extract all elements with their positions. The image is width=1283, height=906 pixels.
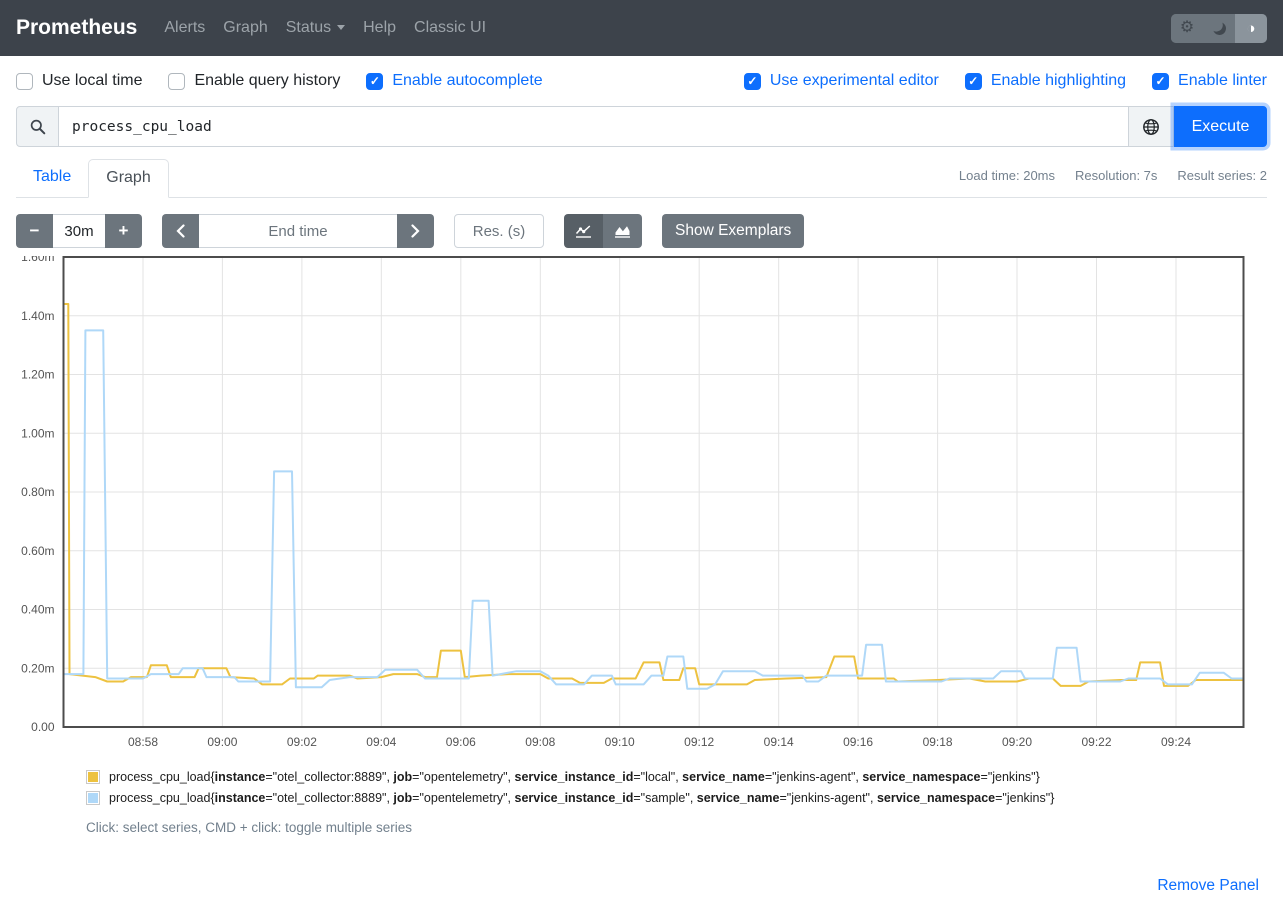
stacked-chart-button[interactable] — [603, 214, 642, 248]
chevron-right-icon — [411, 224, 420, 238]
svg-text:0.00: 0.00 — [31, 720, 55, 734]
range-group: − + — [16, 214, 142, 248]
checkbox-enable-highlighting[interactable]: ✓Enable highlighting — [965, 72, 1126, 90]
search-icon — [30, 119, 46, 135]
panel-tabs: TableGraph — [16, 159, 169, 197]
svg-text:09:04: 09:04 — [366, 735, 396, 749]
stacked-chart-icon — [614, 224, 631, 238]
gear-icon: ⚙ — [1180, 20, 1194, 36]
execute-button[interactable]: Execute — [1174, 106, 1267, 147]
theme-light-button[interactable]: ⚙ — [1171, 14, 1203, 43]
svg-text:09:24: 09:24 — [1161, 735, 1191, 749]
legend-hint: Click: select series, CMD + click: toggl… — [86, 820, 1267, 835]
search-addon — [16, 106, 59, 147]
series-swatch-icon — [86, 770, 100, 784]
checkbox-use-local-time[interactable]: Use local time — [16, 72, 142, 90]
svg-text:09:02: 09:02 — [287, 735, 317, 749]
resolution-input[interactable] — [454, 214, 544, 248]
line-chart-icon — [575, 224, 592, 238]
tab-graph[interactable]: Graph — [88, 159, 168, 198]
chevron-left-icon — [176, 224, 185, 238]
nav-item-classic-ui[interactable]: Classic UI — [405, 11, 495, 44]
navbar-links: AlertsGraphStatusHelpClassic UI — [155, 19, 495, 37]
range-increase-button[interactable]: + — [105, 214, 142, 248]
time-series-chart[interactable]: 0.00 0.20m 0.40m 0.60m 0.80m 1.00m 1.20m 1.40m 1… — [16, 256, 1267, 754]
load-time: Load time: 20ms — [959, 168, 1055, 183]
graph-toolbar: − + Sho — [16, 214, 1267, 248]
query-bar: Execute — [16, 106, 1267, 147]
range-input[interactable] — [53, 214, 105, 248]
unchecked-checkbox-icon — [168, 73, 185, 90]
legend-item[interactable]: process_cpu_load{instance="otel_collecto… — [86, 770, 1267, 784]
series-line — [64, 330, 1244, 688]
checkbox-enable-autocomplete[interactable]: ✓Enable autocomplete — [366, 72, 542, 90]
range-decrease-button[interactable]: − — [16, 214, 53, 248]
series-line — [64, 304, 1244, 686]
svg-text:1.40m: 1.40m — [21, 309, 54, 323]
svg-text:0.20m: 0.20m — [21, 661, 54, 675]
settings-group-left: Use local time Enable query history ✓Enabl… — [16, 72, 543, 90]
result-series: Result series: 2 — [1177, 168, 1267, 183]
app-brand[interactable]: Prometheus — [16, 16, 137, 40]
time-back-button[interactable] — [162, 214, 199, 248]
checkbox-enable-query-history[interactable]: Enable query history — [168, 72, 340, 90]
contrast-icon: ◑ — [1246, 21, 1255, 36]
series-swatch-icon — [86, 791, 100, 805]
tabs-row: TableGraph Load time: 20ms Resolution: 7… — [16, 159, 1267, 198]
remove-panel-link[interactable]: Remove Panel — [1157, 877, 1259, 894]
chevron-down-icon — [337, 25, 345, 30]
svg-text:09:14: 09:14 — [764, 735, 794, 749]
settings-row: Use local time Enable query history ✓Enabl… — [0, 56, 1283, 98]
svg-text:0.40m: 0.40m — [21, 603, 54, 617]
checked-checkbox-icon: ✓ — [1152, 73, 1169, 90]
svg-text:0.80m: 0.80m — [21, 485, 54, 499]
svg-text:09:10: 09:10 — [605, 735, 635, 749]
navbar: Prometheus AlertsGraphStatusHelpClassic … — [0, 0, 1283, 56]
legend-item[interactable]: process_cpu_load{instance="otel_collecto… — [86, 791, 1267, 805]
unchecked-checkbox-icon — [16, 73, 33, 90]
svg-text:09:08: 09:08 — [525, 735, 555, 749]
svg-text:09:22: 09:22 — [1081, 735, 1111, 749]
checked-checkbox-icon: ✓ — [965, 73, 982, 90]
checked-checkbox-icon: ✓ — [366, 73, 383, 90]
theme-dark-button[interactable] — [1203, 14, 1235, 43]
svg-text:09:12: 09:12 — [684, 735, 714, 749]
settings-group-right: ✓Use experimental editor ✓Enable highligh… — [744, 72, 1267, 90]
chart-legend: process_cpu_load{instance="otel_collecto… — [86, 770, 1267, 805]
show-exemplars-button[interactable]: Show Exemplars — [662, 214, 804, 248]
svg-text:09:20: 09:20 — [1002, 735, 1032, 749]
theme-auto-button[interactable]: ◑ — [1235, 14, 1267, 43]
line-chart-button[interactable] — [564, 214, 603, 248]
tab-table[interactable]: Table — [16, 159, 88, 197]
panel-footer: Remove Panel — [0, 877, 1259, 895]
svg-text:09:06: 09:06 — [446, 735, 476, 749]
nav-item-status[interactable]: Status — [277, 11, 354, 44]
moon-icon — [1211, 20, 1227, 36]
svg-text:1.00m: 1.00m — [21, 426, 54, 440]
query-stats: Load time: 20ms Resolution: 7s Result se… — [959, 168, 1267, 183]
query-input[interactable] — [59, 106, 1129, 147]
checkbox-use-experimental-editor[interactable]: ✓Use experimental editor — [744, 72, 939, 90]
resolution: Resolution: 7s — [1075, 168, 1157, 183]
end-time-group — [162, 214, 434, 248]
svg-text:09:18: 09:18 — [923, 735, 953, 749]
svg-text:09:00: 09:00 — [207, 735, 237, 749]
theme-toggle-group: ⚙ ◑ — [1171, 14, 1267, 43]
end-time-input[interactable] — [199, 214, 397, 248]
checked-checkbox-icon: ✓ — [744, 73, 761, 90]
svg-text:1.20m: 1.20m — [21, 368, 54, 382]
svg-text:0.60m: 0.60m — [21, 544, 54, 558]
chart-type-group — [564, 214, 642, 248]
nav-item-help[interactable]: Help — [354, 11, 405, 44]
time-forward-button[interactable] — [397, 214, 434, 248]
nav-item-alerts[interactable]: Alerts — [155, 11, 214, 44]
nav-item-graph[interactable]: Graph — [214, 11, 276, 44]
globe-icon — [1142, 118, 1160, 136]
svg-text:08:58: 08:58 — [128, 735, 158, 749]
checkbox-enable-linter[interactable]: ✓Enable linter — [1152, 72, 1267, 90]
metrics-explorer-button[interactable] — [1128, 106, 1174, 147]
svg-text:09:16: 09:16 — [843, 735, 873, 749]
svg-text:1.60m: 1.60m — [21, 256, 54, 264]
